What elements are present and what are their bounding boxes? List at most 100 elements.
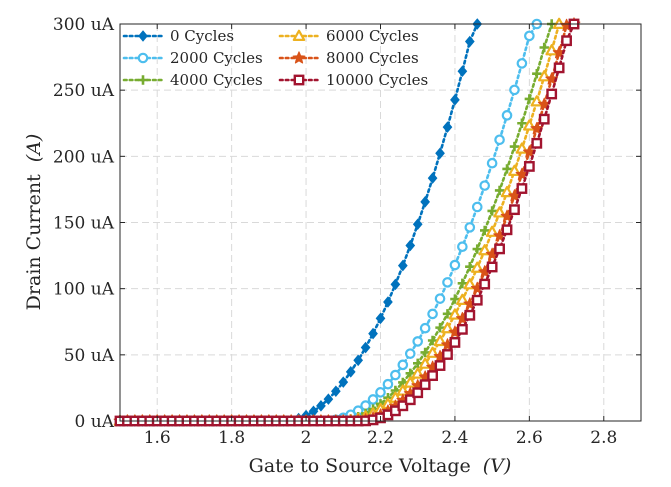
data-point bbox=[524, 94, 535, 104]
data-point bbox=[413, 358, 423, 369]
data-point bbox=[412, 336, 424, 347]
data-point bbox=[502, 164, 512, 174]
data-point bbox=[397, 400, 409, 412]
y-tick-label: 50 uA bbox=[64, 346, 115, 366]
y-axis-title: Drain Current (A) bbox=[23, 134, 45, 311]
data-point bbox=[375, 312, 386, 325]
data-point bbox=[457, 65, 468, 78]
legend-marker bbox=[137, 52, 149, 64]
data-point bbox=[419, 322, 431, 334]
data-point bbox=[323, 393, 334, 405]
y-tick-label: 200 uA bbox=[53, 147, 115, 167]
data-point bbox=[442, 121, 453, 133]
y-axis-label: Drain Current bbox=[23, 174, 45, 310]
data-point bbox=[316, 400, 326, 412]
data-point bbox=[472, 244, 482, 254]
y-tick-label: 300 uA bbox=[53, 15, 115, 35]
legend-label: 10000 Cycles bbox=[326, 71, 428, 89]
x-tick-label: 1.8 bbox=[218, 428, 245, 448]
data-point bbox=[538, 113, 550, 125]
data-point bbox=[509, 204, 520, 216]
data-point bbox=[456, 323, 468, 335]
data-point bbox=[532, 69, 542, 79]
data-point bbox=[524, 30, 535, 42]
legend-marker bbox=[138, 30, 148, 42]
data-point bbox=[486, 157, 498, 169]
tick-layer: 1.6 1.8 2 2.2 2.4 2.6 2.8 0 uA 50 uA 100 uA 150 uA… bbox=[53, 15, 641, 448]
data-point bbox=[464, 222, 476, 233]
y-tick-label: 250 uA bbox=[53, 81, 115, 101]
data-point bbox=[457, 278, 468, 289]
legend-marker bbox=[292, 51, 306, 64]
data-point bbox=[353, 354, 364, 367]
data-point bbox=[471, 294, 483, 306]
x-axis-title: Gate to Source Voltage (V) bbox=[249, 455, 512, 477]
y-tick-label: 100 uA bbox=[53, 280, 115, 300]
data-point bbox=[464, 35, 475, 48]
data-point bbox=[546, 88, 558, 100]
data-point bbox=[412, 387, 424, 399]
data-point bbox=[427, 308, 438, 320]
data-point bbox=[427, 335, 438, 346]
x-tick-label: 2.4 bbox=[441, 428, 468, 448]
data-point bbox=[404, 348, 416, 359]
legend-label: 8000 Cycles bbox=[326, 49, 419, 67]
data-point bbox=[553, 62, 565, 74]
data-point bbox=[531, 137, 543, 149]
legend-marker bbox=[293, 74, 305, 86]
x-tick-label: 2.6 bbox=[516, 428, 543, 448]
y-axis-unit: (A) bbox=[23, 134, 45, 163]
legend-item: 0 Cycles bbox=[122, 27, 234, 45]
data-point bbox=[479, 180, 490, 191]
data-point bbox=[338, 376, 349, 388]
data-point bbox=[509, 141, 520, 152]
data-point bbox=[523, 161, 535, 172]
data-point bbox=[561, 35, 572, 47]
data-point bbox=[442, 309, 453, 319]
data-point bbox=[465, 261, 475, 272]
legend-item: 8000 Cycles bbox=[278, 49, 419, 67]
data-point bbox=[420, 196, 431, 208]
data-point bbox=[435, 322, 445, 333]
data-point bbox=[412, 218, 423, 231]
data-point bbox=[383, 296, 393, 308]
data-point bbox=[479, 278, 491, 290]
data-point bbox=[516, 58, 528, 69]
data-point bbox=[480, 225, 490, 236]
legend-label: 6000 Cycles bbox=[326, 27, 419, 45]
data-point bbox=[397, 259, 408, 272]
legend-item: 4000 Cycles bbox=[122, 71, 263, 89]
legend-item: 10000 Cycles bbox=[278, 71, 428, 89]
data-point bbox=[367, 394, 379, 405]
legend-item: 6000 Cycles bbox=[278, 27, 419, 45]
data-point bbox=[390, 278, 401, 291]
data-point bbox=[382, 378, 394, 390]
data-point bbox=[419, 379, 431, 391]
data-point bbox=[420, 347, 430, 358]
data-point bbox=[494, 134, 505, 146]
data-point bbox=[360, 341, 371, 354]
data-point bbox=[471, 201, 483, 213]
x-tick-label: 2.8 bbox=[590, 428, 617, 448]
data-point bbox=[449, 337, 461, 348]
data-point bbox=[501, 110, 513, 121]
data-point bbox=[516, 183, 528, 194]
legend-label: 4000 Cycles bbox=[170, 71, 263, 89]
data-point bbox=[450, 294, 460, 304]
data-point bbox=[487, 206, 497, 216]
data-point bbox=[494, 243, 505, 255]
data-point bbox=[368, 327, 378, 340]
data-point bbox=[427, 172, 438, 184]
legend-label: 0 Cycles bbox=[170, 27, 234, 45]
data-point bbox=[449, 259, 461, 271]
x-tick-label: 2 bbox=[301, 428, 312, 448]
data-point bbox=[330, 385, 341, 398]
data-point bbox=[486, 261, 498, 273]
legend-item: 2000 Cycles bbox=[122, 49, 263, 67]
data-point bbox=[427, 370, 438, 382]
y-tick-label: 0 uA bbox=[75, 412, 115, 432]
data-point bbox=[397, 359, 409, 371]
legend-marker bbox=[138, 75, 148, 85]
data-point bbox=[517, 118, 527, 128]
